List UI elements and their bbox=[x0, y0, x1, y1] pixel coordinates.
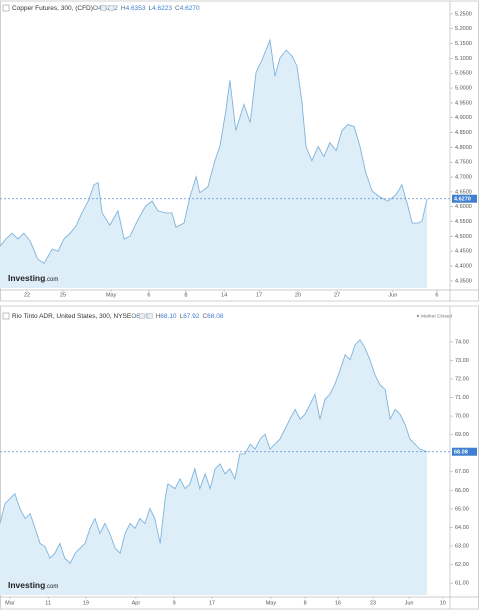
y-tick-label: 4.8000 bbox=[455, 145, 472, 151]
y-tick-label: 4.4000 bbox=[455, 264, 472, 270]
y-tick-label: 62.00 bbox=[455, 562, 469, 568]
y-tick-label: 5.0000 bbox=[455, 86, 472, 92]
instrument-title: Copper Futures, 300, (CFD) bbox=[12, 5, 93, 12]
x-tick-label: 27 bbox=[334, 292, 340, 298]
x-tick-label: 16 bbox=[335, 600, 341, 606]
ohlc-value: 67.92 bbox=[183, 313, 200, 320]
header-icon bbox=[108, 5, 115, 11]
y-tick-label: 4.7000 bbox=[455, 175, 472, 181]
ohlc-key: C bbox=[175, 5, 180, 12]
y-tick-label: 71.00 bbox=[455, 395, 469, 401]
ohlc-value: 4.6270 bbox=[180, 5, 200, 12]
ohlc-key: L bbox=[180, 313, 184, 320]
y-tick-label: 4.8500 bbox=[455, 130, 472, 136]
x-tick-label: 6 bbox=[147, 292, 150, 298]
x-tick-label: 20 bbox=[295, 292, 301, 298]
ohlc-value: 4.6353 bbox=[126, 5, 146, 12]
y-tick-label: 4.4500 bbox=[455, 249, 472, 255]
y-tick-label: 61.00 bbox=[455, 581, 469, 587]
instrument-title: Rio Tinto ADR, United States, 300, NYSE bbox=[12, 313, 132, 320]
last-price-label: 68.08 bbox=[454, 449, 468, 455]
brand-suffix: .com bbox=[45, 584, 58, 590]
y-tick-label: 66.00 bbox=[455, 488, 469, 494]
brand-name: Investing bbox=[8, 273, 45, 283]
x-tick-label: May bbox=[106, 292, 117, 298]
x-tick-label: 17 bbox=[209, 600, 215, 606]
ohlc-key: O bbox=[93, 5, 98, 12]
x-tick-label: 10 bbox=[440, 600, 446, 606]
price-area bbox=[0, 40, 428, 288]
status-dot bbox=[416, 314, 420, 318]
y-tick-label: 4.9000 bbox=[455, 115, 472, 121]
header: Copper Futures, 300, (CFD)O4.6292 H4.6353… bbox=[12, 5, 200, 12]
x-tick-label: May bbox=[266, 600, 277, 606]
ohlc-value: 4.6292 bbox=[98, 5, 118, 12]
y-tick-label: 70.00 bbox=[455, 414, 469, 420]
y-tick-label: 5.2000 bbox=[455, 26, 472, 32]
y-tick-label: 4.7500 bbox=[455, 160, 472, 166]
ohlc-value: 4.6223 bbox=[152, 5, 172, 12]
y-tick-label: 69.00 bbox=[455, 432, 469, 438]
last-price-tag bbox=[452, 194, 477, 203]
x-tick-label: 8 bbox=[304, 600, 307, 606]
y-tick-label: 4.3500 bbox=[455, 278, 472, 284]
x-tick-label: Apr bbox=[132, 600, 141, 606]
y-tick-label: 4.5500 bbox=[455, 219, 472, 225]
ohlc-key: O bbox=[131, 313, 136, 320]
y-tick-label: 65.00 bbox=[455, 506, 469, 512]
header: Rio Tinto ADR, United States, 300, NYSEO… bbox=[12, 313, 224, 320]
x-tick-label: 14 bbox=[221, 292, 227, 298]
ohlc-key: H bbox=[156, 313, 161, 320]
brand-suffix: .com bbox=[45, 277, 58, 283]
y-tick-label: 5.2500 bbox=[455, 11, 472, 17]
y-tick-label: 4.5000 bbox=[455, 234, 472, 240]
header-icon bbox=[2, 312, 10, 320]
y-tick-label: 5.1000 bbox=[455, 56, 472, 62]
header-icon bbox=[138, 313, 145, 319]
header-icon bbox=[2, 4, 10, 12]
y-tick-label: 5.0500 bbox=[455, 71, 472, 77]
y-tick-label: 63.00 bbox=[455, 543, 469, 549]
y-tick-label: 74.00 bbox=[455, 339, 469, 345]
x-tick-label: 22 bbox=[24, 292, 30, 298]
y-tick-label: 4.9500 bbox=[455, 100, 472, 106]
last-price-label: 4.6270 bbox=[454, 196, 471, 202]
last-price-tag bbox=[452, 447, 477, 456]
price-area bbox=[0, 339, 428, 595]
y-tick-label: 67.00 bbox=[455, 469, 469, 475]
x-tick-label: 11 bbox=[45, 600, 51, 606]
market-status: Market Closed bbox=[421, 313, 452, 319]
y-tick-label: 64.00 bbox=[455, 525, 469, 531]
header-icon bbox=[100, 5, 107, 11]
y-tick-label: 5.1500 bbox=[455, 41, 472, 47]
x-tick-label: 9 bbox=[173, 600, 176, 606]
brand-name: Investing bbox=[8, 580, 45, 590]
ohlc-value: 68.08 bbox=[207, 313, 224, 320]
x-tick-label: 25 bbox=[60, 292, 66, 298]
x-tick-label: Jun bbox=[388, 292, 397, 298]
y-tick-label: 72.00 bbox=[455, 376, 469, 382]
x-tick-label: Mar bbox=[5, 600, 15, 606]
brand-logo: Investing.com bbox=[8, 580, 58, 590]
x-tick-label: 17 bbox=[256, 292, 262, 298]
x-tick-label: 6 bbox=[435, 292, 438, 298]
price-line bbox=[0, 38, 428, 265]
price-line bbox=[0, 339, 428, 565]
y-tick-label: 4.6500 bbox=[455, 189, 472, 195]
brand-logo: Investing.com bbox=[8, 273, 58, 283]
x-tick-label: Jun bbox=[405, 600, 414, 606]
y-tick-label: 4.6000 bbox=[455, 204, 472, 210]
x-tick-label: 19 bbox=[83, 600, 89, 606]
ohlc-value: 68.08 bbox=[136, 313, 153, 320]
header-icon bbox=[146, 313, 153, 319]
ohlc-key: L bbox=[148, 5, 152, 12]
ohlc-key: H bbox=[121, 5, 126, 12]
y-tick-label: 73.00 bbox=[455, 358, 469, 364]
ohlc-key: C bbox=[202, 313, 207, 320]
ohlc-value: 68.10 bbox=[160, 313, 177, 320]
x-tick-label: 8 bbox=[184, 292, 187, 298]
x-tick-label: 23 bbox=[370, 600, 376, 606]
